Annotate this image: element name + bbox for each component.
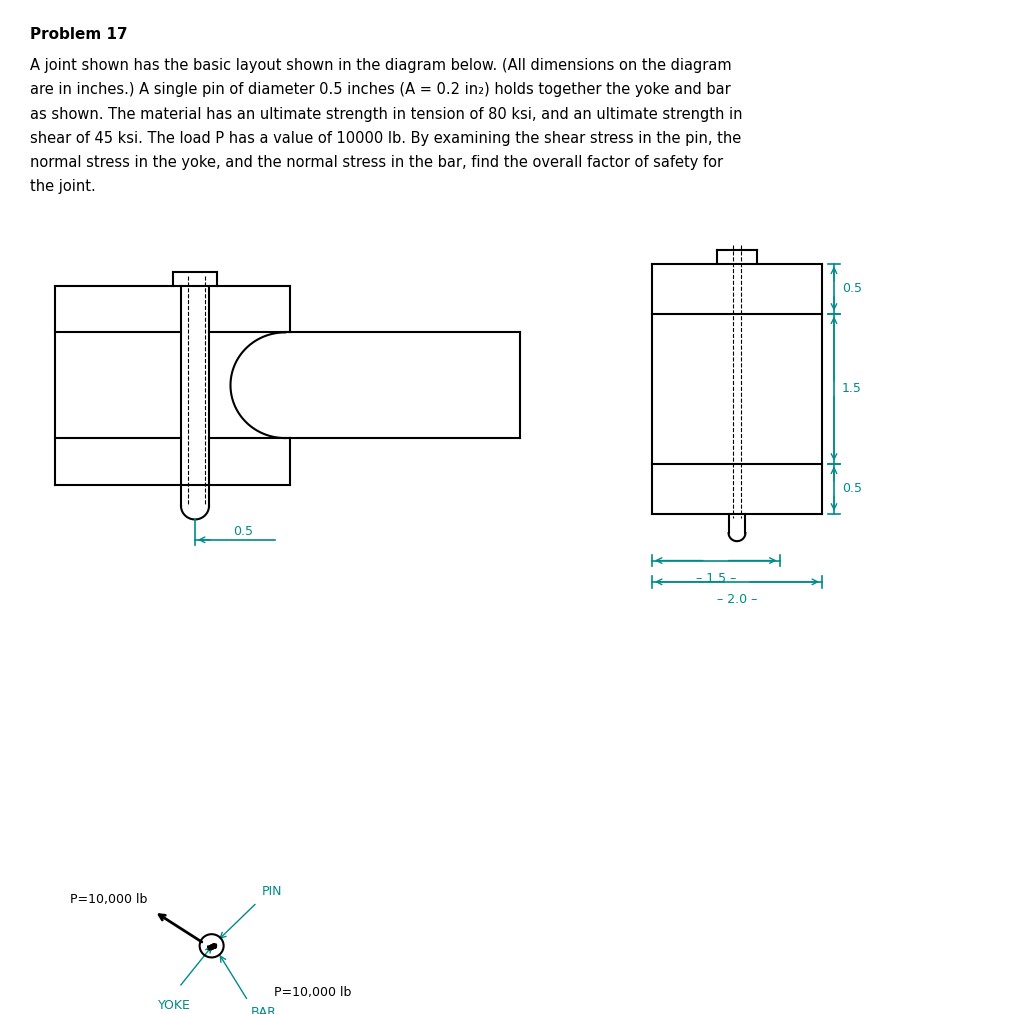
Polygon shape bbox=[210, 947, 215, 950]
Text: BAR: BAR bbox=[251, 1006, 277, 1014]
Polygon shape bbox=[210, 945, 215, 948]
Text: – 1.5 –: – 1.5 – bbox=[696, 572, 736, 585]
Polygon shape bbox=[209, 946, 215, 949]
Text: – 2.0 –: – 2.0 – bbox=[717, 593, 757, 606]
Text: Problem 17: Problem 17 bbox=[30, 27, 127, 43]
Text: PIN: PIN bbox=[262, 884, 282, 897]
Text: shear of 45 ksi. The load P has a value of 10000 lb. By examining the shear stre: shear of 45 ksi. The load P has a value … bbox=[30, 131, 741, 146]
Text: are in inches.) A single pin of diameter 0.5 inches (A = 0.2 in₂) holds together: are in inches.) A single pin of diameter… bbox=[30, 82, 731, 97]
Text: YOKE: YOKE bbox=[158, 999, 191, 1012]
Polygon shape bbox=[208, 947, 215, 950]
Text: normal stress in the yoke, and the normal stress in the bar, find the overall fa: normal stress in the yoke, and the norma… bbox=[30, 155, 723, 170]
Polygon shape bbox=[208, 948, 210, 950]
Text: the joint.: the joint. bbox=[30, 179, 95, 195]
Polygon shape bbox=[208, 944, 215, 948]
Text: 0.5: 0.5 bbox=[842, 482, 862, 495]
Text: P=10,000 lb: P=10,000 lb bbox=[70, 892, 147, 906]
Text: as shown. The material has an ultimate strength in tension of 80 ksi, and an ult: as shown. The material has an ultimate s… bbox=[30, 106, 743, 122]
Polygon shape bbox=[209, 945, 215, 948]
Text: 0.5: 0.5 bbox=[233, 525, 253, 537]
Polygon shape bbox=[208, 945, 215, 948]
Polygon shape bbox=[209, 946, 215, 949]
Text: P=10,000 lb: P=10,000 lb bbox=[274, 987, 351, 1000]
Polygon shape bbox=[208, 947, 210, 948]
Text: 0.5: 0.5 bbox=[842, 282, 862, 295]
Polygon shape bbox=[210, 945, 215, 949]
Polygon shape bbox=[208, 946, 215, 949]
Text: 1.5: 1.5 bbox=[842, 382, 862, 395]
Text: A joint shown has the basic layout shown in the diagram below. (All dimensions o: A joint shown has the basic layout shown… bbox=[30, 58, 732, 73]
Polygon shape bbox=[213, 944, 215, 947]
